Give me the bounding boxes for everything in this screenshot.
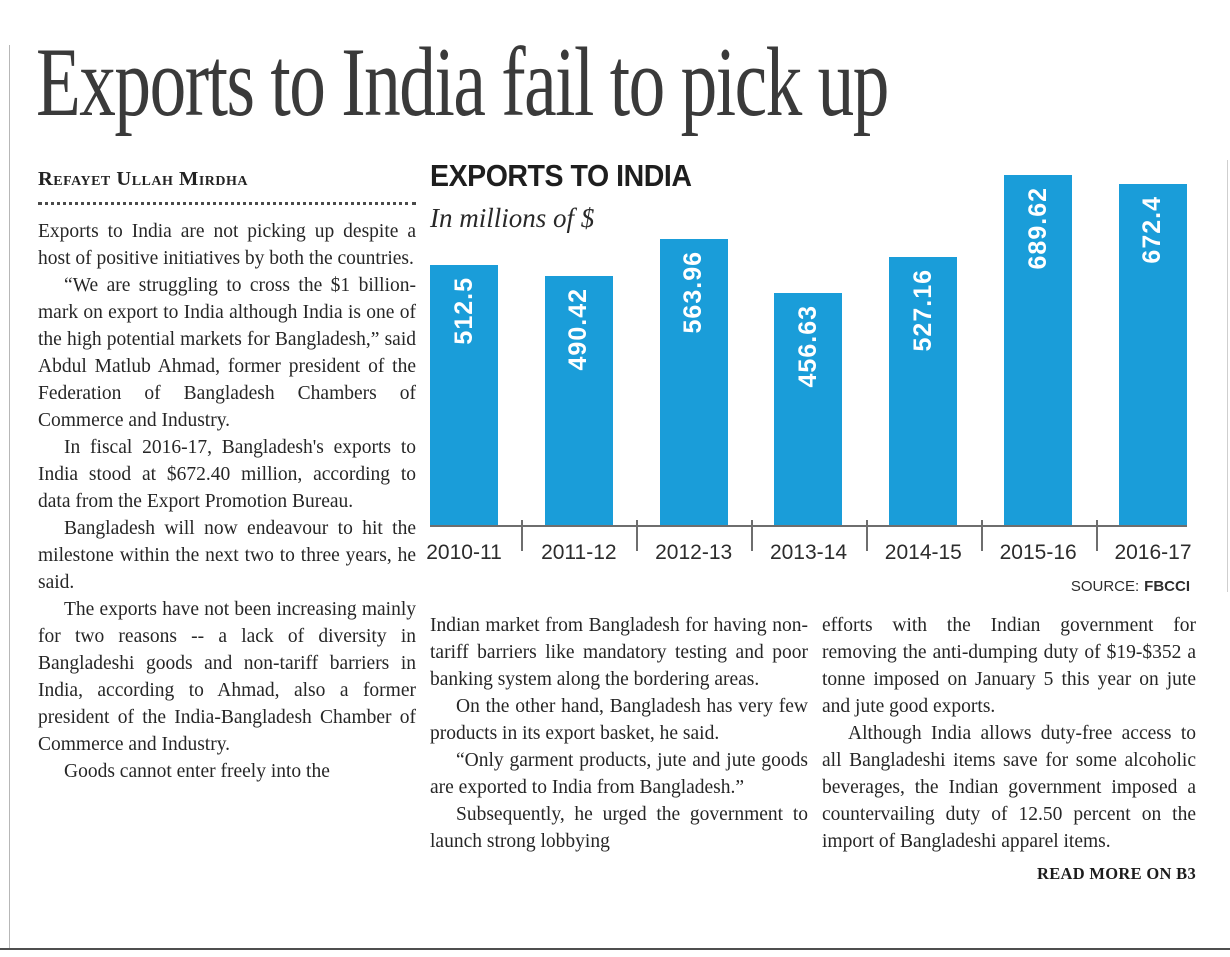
bar: 563.96	[659, 239, 728, 525]
article-column-3: efforts with the Indian government for r…	[822, 612, 1196, 887]
article-paragraph: Goods cannot enter freely into the	[64, 761, 330, 782]
bar-value-label: 689.62	[1023, 187, 1052, 270]
exports-chart: EXPORTS TO INDIA In millions of $ 512.5 4…	[426, 158, 1192, 603]
article-paragraph: Exports to India are not picking up desp…	[38, 221, 416, 269]
article-paragraph: Bangladesh will now endeavour to hit the…	[38, 518, 416, 593]
axis-tick	[636, 520, 638, 551]
article-paragraph: The exports have not been increasing mai…	[38, 599, 416, 755]
right-column-rule	[1227, 160, 1228, 592]
bar: 689.62	[1004, 175, 1073, 525]
column-2-paragraphs: Indian market from Bangladesh for having…	[430, 612, 808, 855]
byline: Refayet Ullah Mirdha	[38, 168, 249, 190]
x-axis-label: 2013-14	[769, 541, 848, 564]
chart-source-label: SOURCE:	[1070, 578, 1140, 595]
bar-value-label: 527.16	[908, 269, 937, 352]
bar: 490.42	[544, 276, 613, 525]
bar: 527.16	[889, 257, 958, 525]
column-3-paragraphs: efforts with the Indian government for r…	[822, 612, 1196, 855]
article-paragraph: “Only garment products, jute and jute go…	[430, 750, 808, 798]
x-axis-label: 2014-15	[884, 541, 962, 564]
bar-value-label: 672.4	[1138, 196, 1167, 264]
bar: 456.63	[774, 293, 843, 525]
bar: 672.4	[1118, 184, 1187, 525]
article-paragraph: Although India allows duty-free access t…	[822, 723, 1196, 852]
article-paragraph: “We are struggling to cross the $1 billi…	[38, 275, 416, 431]
axis-tick	[981, 520, 983, 551]
article-paragraph: In fiscal 2016-17, Bangladesh's exports …	[38, 437, 416, 512]
column-1-paragraphs: Exports to India are not picking up desp…	[38, 218, 416, 785]
x-axis-label: 2011-12	[541, 541, 617, 564]
article-column-1: Refayet Ullah Mirdha Exports to India ar…	[38, 166, 416, 785]
bar-value-label: 456.63	[793, 305, 822, 388]
byline-divider	[38, 202, 416, 205]
chart-axis-labels: 2010-11 2011-12 2012-13 2013-14 2014-15 2015-…	[426, 541, 1192, 565]
headline: Exports to India fail to pick up	[36, 28, 889, 137]
chart-source-value: FBCCI	[1144, 578, 1190, 595]
bar: 512.5	[430, 265, 498, 525]
article-column-2: Indian market from Bangladesh for having…	[430, 612, 808, 855]
chart-source: SOURCE: FBCCI	[1071, 578, 1190, 595]
bar-value-label: 490.42	[564, 288, 593, 371]
x-axis-label: 2016-17	[1114, 541, 1192, 564]
chart-subtitle: In millions of $	[430, 203, 595, 233]
axis-tick	[751, 520, 753, 551]
article-paragraph: On the other hand, Bangladesh has very f…	[430, 696, 808, 744]
read-more-note: READ MORE ON B3	[1037, 864, 1196, 883]
left-column-rule	[9, 45, 10, 950]
chart-x-axis	[430, 520, 1187, 551]
bar-value-label: 512.5	[449, 277, 478, 345]
axis-tick	[866, 520, 868, 551]
axis-tick	[1096, 520, 1098, 551]
x-axis-label: 2010-11	[426, 541, 502, 564]
chart-title: EXPORTS TO INDIA	[430, 158, 692, 193]
x-axis-label: 2012-13	[655, 541, 733, 564]
bottom-rule	[0, 948, 1230, 950]
axis-tick	[521, 520, 523, 551]
article-paragraph: Subsequently, he urged the government to…	[430, 804, 808, 852]
article-paragraph: efforts with the Indian government for r…	[822, 615, 1196, 717]
x-axis-label: 2015-16	[999, 541, 1077, 564]
chart-bars: 512.5 490.42 563.96 456.63 527.16 689.62 672.4	[430, 175, 1187, 525]
article-paragraph: Indian market from Bangladesh for having…	[430, 615, 808, 690]
bar-value-label: 563.96	[679, 251, 708, 334]
